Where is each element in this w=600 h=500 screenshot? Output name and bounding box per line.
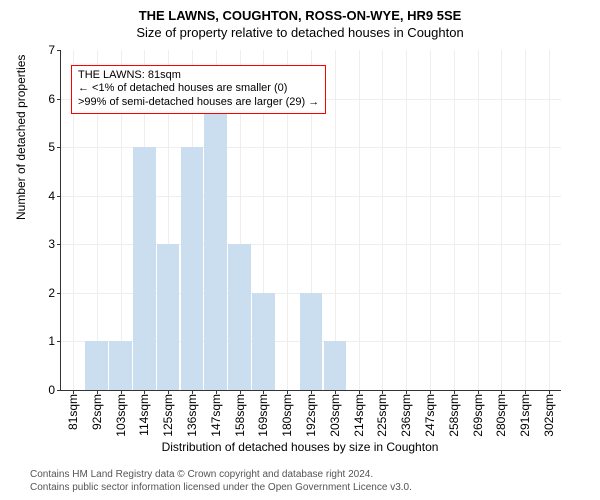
gridline-v: [549, 50, 550, 390]
bar: [181, 147, 204, 390]
footer-attribution: Contains HM Land Registry data © Crown c…: [30, 469, 412, 494]
bar: [85, 341, 108, 390]
annotation-line: >99% of semi-detached houses are larger …: [78, 96, 319, 110]
xtick-label: 258sqm: [447, 390, 461, 437]
gridline-v: [382, 50, 383, 390]
chart-title-sub: Size of property relative to detached ho…: [0, 23, 600, 40]
bar: [324, 341, 347, 390]
gridline-v: [335, 50, 336, 390]
bar: [204, 99, 227, 390]
chart-plot-area: 0123456781sqm92sqm103sqm114sqm125sqm136s…: [60, 50, 561, 391]
xtick-label: 247sqm: [423, 390, 437, 437]
gridline-v: [478, 50, 479, 390]
xtick-label: 147sqm: [209, 390, 223, 437]
bar: [300, 293, 323, 390]
bar: [252, 293, 275, 390]
xtick-label: 114sqm: [137, 390, 151, 436]
xtick-label: 169sqm: [256, 390, 270, 437]
xtick-label: 125sqm: [161, 390, 175, 437]
ytick-label: 6: [48, 92, 61, 106]
xtick-label: 136sqm: [185, 390, 199, 437]
ytick-label: 4: [48, 189, 61, 203]
xtick-label: 192sqm: [304, 390, 318, 437]
xtick-label: 81sqm: [66, 390, 80, 430]
xtick-label: 236sqm: [399, 390, 413, 437]
gridline-v: [501, 50, 502, 390]
bar: [157, 244, 180, 390]
ytick-label: 2: [48, 286, 61, 300]
xtick-label: 214sqm: [352, 390, 366, 437]
gridline-v: [406, 50, 407, 390]
annotation-box: THE LAWNS: 81sqm← <1% of detached houses…: [71, 65, 326, 114]
gridline-v: [430, 50, 431, 390]
ytick-label: 0: [48, 383, 61, 397]
xtick-label: 280sqm: [494, 390, 508, 437]
xtick-label: 302sqm: [542, 390, 556, 437]
bar: [133, 147, 156, 390]
ytick-label: 3: [48, 237, 61, 251]
ytick-label: 1: [48, 334, 61, 348]
ytick-label: 5: [48, 140, 61, 154]
bar: [109, 341, 132, 390]
y-axis-label: Number of detached properties: [14, 55, 28, 220]
xtick-label: 103sqm: [114, 390, 128, 437]
xtick-label: 225sqm: [375, 390, 389, 437]
xtick-label: 180sqm: [280, 390, 294, 437]
bar: [228, 244, 251, 390]
chart-title-main: THE LAWNS, COUGHTON, ROSS-ON-WYE, HR9 5S…: [0, 0, 600, 23]
xtick-label: 158sqm: [233, 390, 247, 437]
xtick-label: 291sqm: [518, 390, 532, 437]
annotation-line: THE LAWNS: 81sqm: [78, 69, 319, 83]
ytick-label: 7: [48, 43, 61, 57]
xtick-label: 92sqm: [90, 390, 104, 430]
gridline-v: [525, 50, 526, 390]
xtick-label: 269sqm: [471, 390, 485, 437]
footer-line: Contains HM Land Registry data © Crown c…: [30, 469, 412, 482]
x-axis-label: Distribution of detached houses by size …: [0, 440, 600, 454]
footer-line: Contains public sector information licen…: [30, 482, 412, 495]
xtick-label: 203sqm: [328, 390, 342, 437]
gridline-v: [454, 50, 455, 390]
annotation-line: ← <1% of detached houses are smaller (0): [78, 82, 319, 96]
gridline-v: [359, 50, 360, 390]
